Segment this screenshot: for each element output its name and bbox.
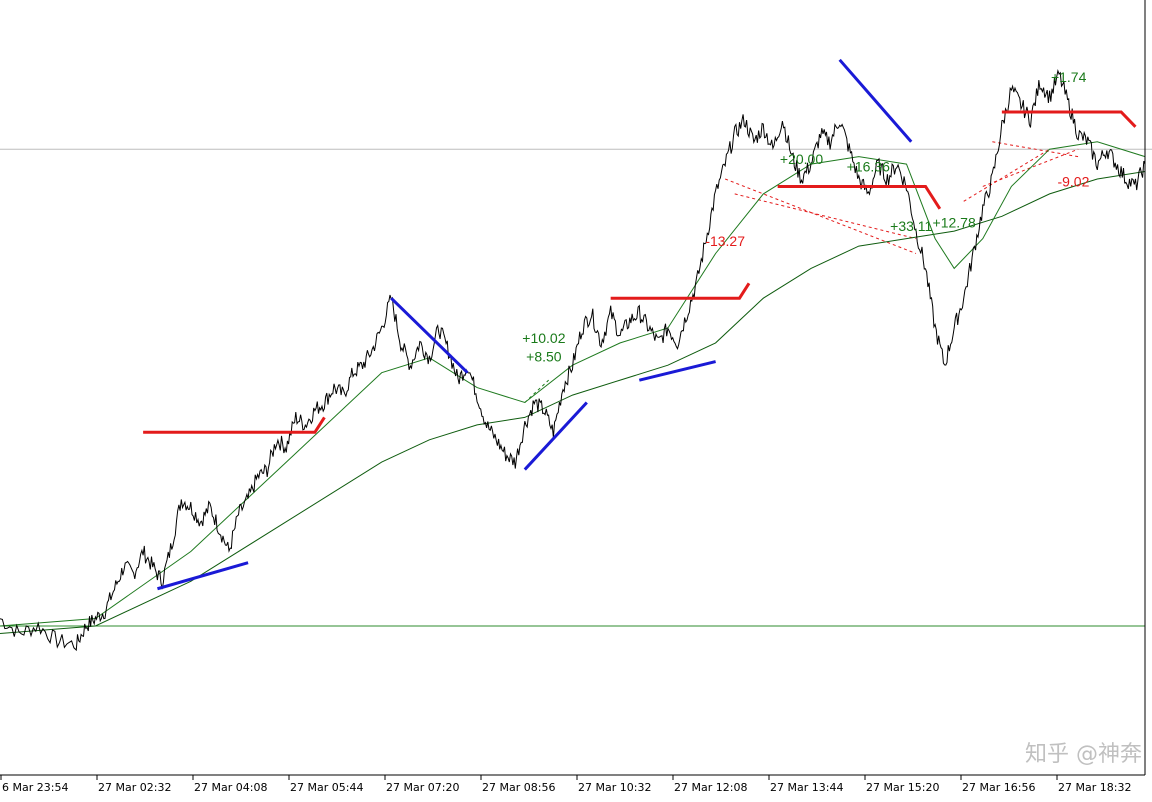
trend-line-4 [838, 58, 913, 143]
support-line-3 [1001, 110, 1137, 128]
ma-fast-line [0, 141, 1146, 627]
x-tick-label-8: 27 Mar 13:44 [770, 781, 843, 794]
support-line-2 [777, 184, 942, 210]
x-tick-label-1: 27 Mar 02:32 [98, 781, 171, 794]
x-tick-label-2: 27 Mar 04:08 [194, 781, 267, 794]
x-tick-label-0: 6 Mar 23:54 [2, 781, 68, 794]
trade-result-label-1: +8.50 [526, 349, 562, 365]
x-tick-label-4: 27 Mar 07:20 [386, 781, 459, 794]
trade-result-label-5: +33.11 [890, 218, 932, 234]
x-tick-label-3: 27 Mar 05:44 [290, 781, 363, 794]
trade-result-label-3: +20.00 [780, 151, 823, 167]
x-tick-label-10: 27 Mar 16:56 [962, 781, 1035, 794]
trend-line-0 [157, 561, 249, 591]
trade-line-4 [982, 148, 1079, 187]
trade-result-label-2: -13.27 [705, 233, 745, 249]
ma-slow-line [0, 171, 1146, 634]
trade-line-5 [992, 141, 1079, 158]
trade-result-label-4: +16.36 [847, 159, 890, 175]
trade-result-label-0: +10.02 [522, 330, 565, 346]
support-line-1 [610, 282, 751, 300]
trend-line-3 [638, 360, 716, 382]
x-tick-label-9: 27 Mar 15:20 [866, 781, 939, 794]
trend-line-2 [523, 401, 588, 471]
trend-line-1 [390, 297, 469, 374]
trade-result-label-8: -9.02 [1057, 173, 1089, 189]
x-tick-label-7: 27 Mar 12:08 [674, 781, 747, 794]
trade-line-3 [963, 148, 1050, 202]
support-line-0 [143, 416, 326, 434]
trade-line-2 [734, 193, 917, 240]
x-tick-label-11: 27 Mar 18:32 [1058, 781, 1131, 794]
trade-result-label-7: +1.74 [1051, 69, 1087, 85]
price-series-line [0, 68, 1146, 652]
watermark: 知乎 @神奔 [1025, 742, 1142, 767]
trade-line-1 [724, 178, 917, 254]
x-tick-label-5: 27 Mar 08:56 [482, 781, 555, 794]
trade-result-label-6: +12.78 [933, 214, 976, 230]
x-tick-label-6: 27 Mar 10:32 [578, 781, 651, 794]
